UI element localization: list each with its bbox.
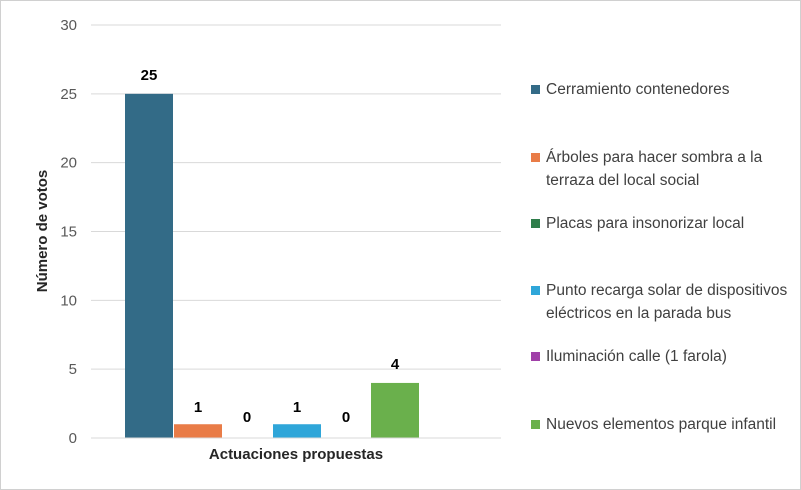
y-tick-label: 20 xyxy=(60,155,77,172)
y-tick-label: 30 xyxy=(60,17,77,34)
bar-2 xyxy=(174,424,222,438)
legend-item: Placas para insonorizar local xyxy=(531,212,791,235)
y-tick-label: 25 xyxy=(60,86,77,103)
x-axis-title: Actuaciones propuestas xyxy=(209,446,383,463)
legend-swatch xyxy=(531,352,540,361)
legend-label: Iluminación calle (1 farola) xyxy=(546,348,727,365)
data-label: 4 xyxy=(391,356,400,373)
legend-item: Iluminación calle (1 farola) xyxy=(531,345,791,368)
y-tick-label: 5 xyxy=(69,361,77,378)
bar-1 xyxy=(125,93,173,438)
data-label: 0 xyxy=(342,409,350,426)
data-label: 25 xyxy=(141,67,158,84)
bar-4 xyxy=(273,424,321,438)
legend-label: Cerramiento contenedores xyxy=(546,81,730,98)
y-tick-label: 0 xyxy=(69,430,77,447)
legend-swatch xyxy=(531,286,540,295)
legend-label: Árboles para hacer sombra a la terraza d… xyxy=(546,149,763,189)
legend-item: Árboles para hacer sombra a la terraza d… xyxy=(531,146,791,192)
y-tick-label: 15 xyxy=(60,224,77,241)
legend-swatch xyxy=(531,420,540,429)
y-tick-label: 10 xyxy=(60,292,77,309)
bar-6 xyxy=(371,382,419,438)
legend-item: Cerramiento contenedores xyxy=(531,78,791,101)
legend-item: Nuevos elementos parque infantil xyxy=(531,413,791,436)
legend-swatch xyxy=(531,153,540,162)
legend-label: Placas para insonorizar local xyxy=(546,215,745,232)
data-label: 1 xyxy=(194,399,202,416)
legend-swatch xyxy=(531,219,540,228)
legend-item: Punto recarga solar de dispositivos eléc… xyxy=(531,279,791,325)
legend-label: Nuevos elementos parque infantil xyxy=(546,416,777,433)
data-label: 0 xyxy=(243,409,251,426)
data-label: 1 xyxy=(293,399,301,416)
legend-label: Punto recarga solar de dispositivos eléc… xyxy=(546,282,788,322)
legend-swatch xyxy=(531,85,540,94)
y-axis-title: Número de votos xyxy=(34,170,51,293)
